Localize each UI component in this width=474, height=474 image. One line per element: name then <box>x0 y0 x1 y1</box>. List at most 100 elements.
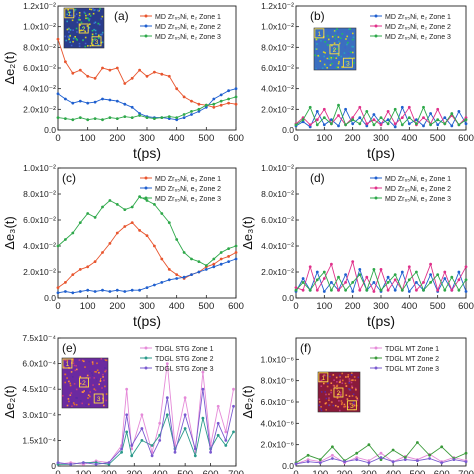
zone-map-speckle <box>326 385 329 388</box>
zone-map-speckle <box>93 22 96 24</box>
zone-map-speckle <box>341 401 343 404</box>
x-tick-label: 400 <box>152 469 168 474</box>
zone-map-speckle <box>103 374 106 376</box>
zone-map-speckle <box>345 376 347 378</box>
zone-map-speckle <box>68 400 70 403</box>
zone-map-speckle <box>336 397 339 399</box>
data-point <box>93 290 97 293</box>
y-tick-label: 4.0x10⁻² <box>261 241 294 251</box>
y-tick-label: 0.0 <box>44 125 56 135</box>
panel-label: (e) <box>62 341 77 355</box>
zone-map-speckle <box>340 55 343 58</box>
zone-map-speckle <box>325 393 327 396</box>
data-point <box>436 288 440 292</box>
x-tick-label: 100 <box>80 133 96 144</box>
zone-map-speckle <box>347 376 349 378</box>
zone-map-speckle <box>331 44 333 47</box>
zone-map-speckle <box>66 359 69 362</box>
zone-map-speckle <box>72 360 74 362</box>
x-axis-title: t(ps) <box>367 313 395 329</box>
zone-map-speckle <box>345 38 347 40</box>
zone-map-speckle <box>330 389 332 392</box>
x-axis-title: t(ps) <box>367 145 395 161</box>
zone-map-speckle <box>339 409 341 412</box>
data-point <box>56 291 60 295</box>
zone-map-speckle <box>91 38 94 41</box>
data-point <box>219 99 223 103</box>
data-point <box>93 260 97 263</box>
data-point <box>351 260 355 263</box>
zone-map-speckle <box>339 381 341 383</box>
zone-map-speckle <box>345 31 348 34</box>
zone-map-speckle <box>350 381 353 384</box>
data-point <box>379 116 383 119</box>
zone-map-speckle <box>103 379 105 382</box>
zone-map-speckle <box>71 405 73 407</box>
y-tick-label: 6.0x10⁻² <box>261 215 294 225</box>
legend-label: TDGL STG Zone 1 <box>155 346 214 353</box>
zone-map-speckle <box>355 388 357 391</box>
zone-number-3: 3 <box>346 60 350 67</box>
data-point <box>82 461 85 464</box>
legend-marker <box>144 366 148 370</box>
data-point <box>86 265 90 269</box>
data-point <box>115 99 119 103</box>
data-point <box>115 203 119 206</box>
zone-map-speckle <box>69 35 71 37</box>
data-point <box>64 281 67 284</box>
zone-map-speckle <box>345 61 347 63</box>
zone-map-speckle <box>352 393 355 396</box>
zone-map-speckle <box>353 62 355 64</box>
data-point <box>193 454 197 458</box>
x-tick-label: 500 <box>177 469 193 474</box>
zone-map-speckle <box>321 67 324 69</box>
data-point <box>219 262 223 266</box>
data-point <box>343 460 346 464</box>
zone-number-1: 1 <box>318 31 322 38</box>
x-tick-label: 400 <box>401 301 417 312</box>
zone-map-speckle <box>72 40 74 43</box>
zone-map-speckle <box>98 37 100 39</box>
data-point <box>201 370 205 374</box>
data-point <box>331 457 334 460</box>
legend-label: MD Zr₆₅Ni, e₃ Zone 1 <box>155 176 221 183</box>
y-tick-label: 3.0x10⁻⁴ <box>22 410 56 420</box>
data-point <box>415 270 418 274</box>
data-point <box>212 102 216 106</box>
data-point <box>393 125 397 129</box>
zone-map-speckle <box>334 386 336 389</box>
data-point <box>150 444 154 447</box>
data-point <box>322 116 326 119</box>
data-point <box>153 203 156 206</box>
zone-map-speckle <box>88 377 91 379</box>
data-point <box>428 453 431 457</box>
zone-map-speckle <box>63 366 65 368</box>
zone-map-speckle <box>99 400 102 403</box>
zone-map-speckle <box>81 359 84 362</box>
zone-map-speckle <box>354 379 357 382</box>
zone-map-speckle <box>337 393 340 396</box>
data-point <box>452 458 456 461</box>
data-point <box>315 118 319 122</box>
zone-map-speckle <box>88 26 91 29</box>
data-point <box>224 430 228 434</box>
zone-map-speckle <box>327 29 330 31</box>
data-point <box>440 445 444 449</box>
zone-map-speckle <box>104 367 107 369</box>
zone-map-speckle <box>322 51 325 53</box>
plot-area <box>295 167 467 299</box>
zone-map-speckle <box>325 397 328 400</box>
zone-map-speckle <box>68 405 71 408</box>
data-point <box>351 281 355 284</box>
zone-map-speckle <box>92 384 94 386</box>
y-axis-title: Δe₃(t) <box>240 216 255 249</box>
data-point <box>386 275 390 279</box>
zone-map-speckle <box>352 379 354 381</box>
zone-box-2 <box>79 377 89 388</box>
y-tick-label: 4.0x10⁻² <box>23 241 56 251</box>
y-tick-label: 1.0x10⁻² <box>261 22 294 32</box>
x-tick-label: 400 <box>169 301 185 312</box>
x-tick-label: 200 <box>345 133 361 144</box>
zone-map-speckle <box>324 402 327 405</box>
zone-map-speckle <box>104 390 107 393</box>
